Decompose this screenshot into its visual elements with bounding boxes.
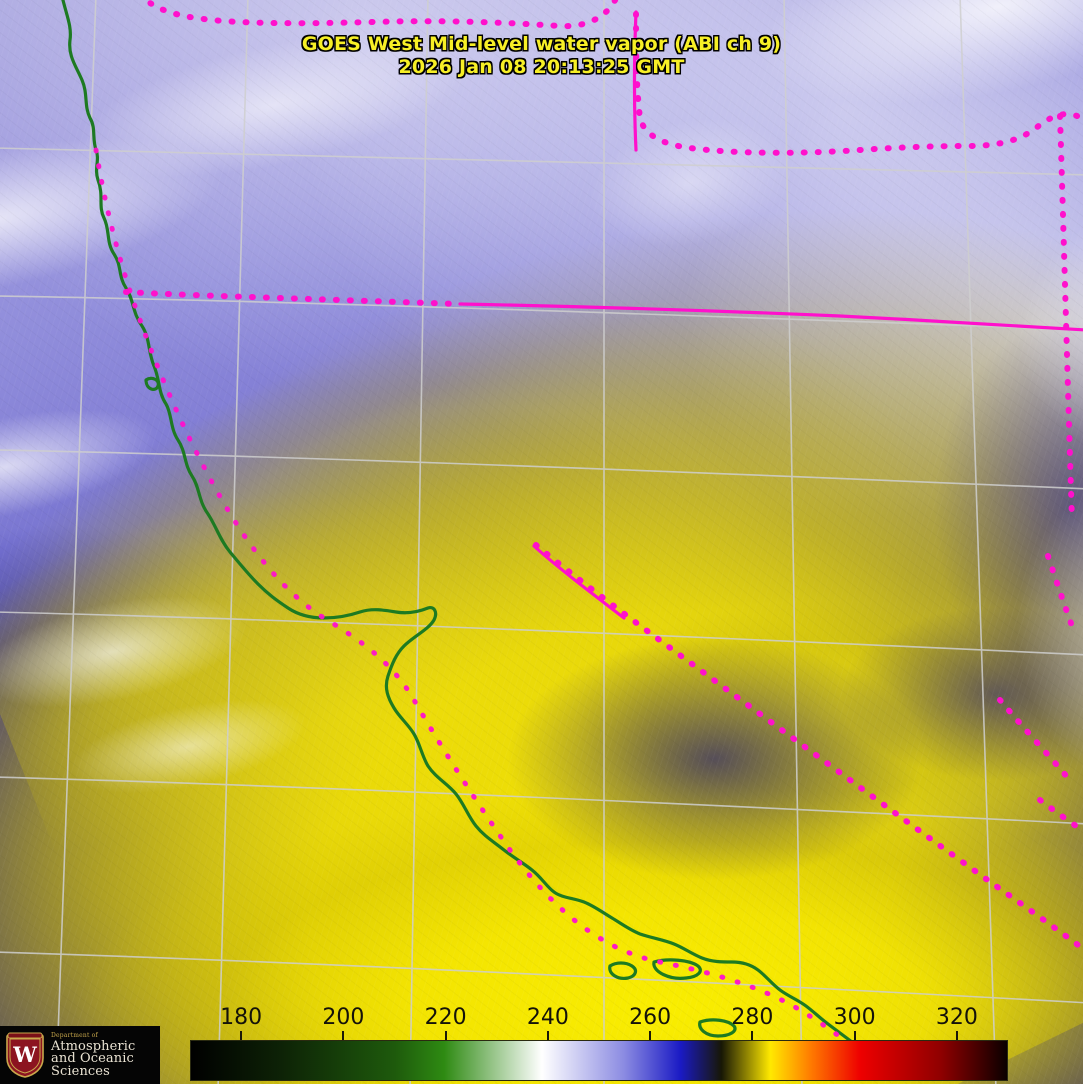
colorbar-tick-mark [751,1031,754,1040]
uw-crest-icon: W [6,1032,44,1078]
svg-text:W: W [12,1042,37,1067]
logo-line-2: Atmospheric [51,1038,136,1054]
colorbar-tick-label: 200 [322,1005,365,1030]
colorbar-tick-mark [955,1031,958,1040]
colorbar-tick-mark [649,1031,652,1040]
colorbar-tick-label: 180 [220,1005,263,1030]
colorbar-tick-label: 260 [629,1005,672,1030]
colorbar-tick-mark [342,1031,345,1040]
colorbar: 180 200 220 240 260 280 300 320 [190,1005,1008,1081]
colorbar-tick-labels: 180 200 220 240 260 280 300 320 [190,1005,1008,1031]
colorbar-tick-mark [240,1031,243,1040]
logo-text: Department of Atmospheric and Oceanic Sc… [51,1031,160,1079]
coastline [61,0,854,1044]
colorbar-tick-label: 280 [731,1005,774,1030]
uw-aos-logo: W Department of Atmospheric and Oceanic … [0,1026,160,1084]
logo-line-3: and Oceanic Sciences [51,1050,134,1079]
colorbar-tick-label: 240 [526,1005,569,1030]
logo-line-1: Department of [51,1031,98,1039]
colorbar-tick-mark [546,1031,549,1040]
colorbar-tick-mark [444,1031,447,1040]
colorbar-gradient [190,1040,1008,1081]
colorbar-tick-mark [853,1031,856,1040]
colorbar-tick-label: 300 [833,1005,876,1030]
colorbar-tick-marks [190,1031,1008,1040]
state-borders [123,0,1083,951]
coastal-state-boundary-dots [93,147,873,1063]
colorbar-tick-label: 220 [424,1005,467,1030]
international-border [458,10,1083,620]
colorbar-tick-label: 320 [935,1005,978,1030]
